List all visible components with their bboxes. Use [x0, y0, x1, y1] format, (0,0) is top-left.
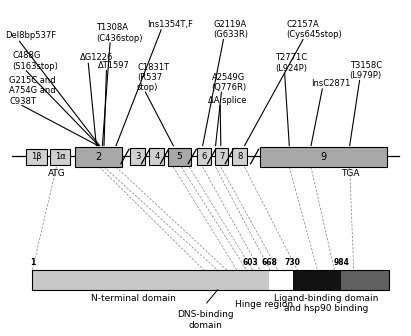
- Text: ΔA splice: ΔA splice: [208, 95, 246, 104]
- Text: C1831T
(R537
stop): C1831T (R537 stop): [137, 62, 169, 92]
- Bar: [196, 148, 211, 165]
- Text: 730: 730: [284, 258, 300, 267]
- Text: 7: 7: [219, 152, 224, 161]
- Text: TGA: TGA: [341, 169, 360, 178]
- Bar: [342, 270, 389, 290]
- Bar: [75, 146, 122, 167]
- Text: T2771C
(L924P): T2771C (L924P): [275, 53, 307, 73]
- Bar: [149, 148, 164, 165]
- Bar: [260, 146, 387, 167]
- Bar: [293, 270, 342, 290]
- Bar: [233, 148, 247, 165]
- Text: 603: 603: [243, 258, 259, 267]
- Text: T3158C
(L979P): T3158C (L979P): [350, 61, 382, 80]
- Text: G215C and
A754G and
C938T: G215C and A754G and C938T: [9, 76, 56, 106]
- Bar: [32, 270, 389, 290]
- Text: 3: 3: [135, 152, 141, 161]
- Text: 9: 9: [320, 152, 326, 162]
- Text: 2: 2: [95, 152, 102, 162]
- Text: G2119A
(G633R): G2119A (G633R): [214, 20, 249, 39]
- Text: Ins1354T,F: Ins1354T,F: [147, 20, 193, 29]
- Text: C488G
(S163stop): C488G (S163stop): [12, 51, 58, 71]
- Text: DNS-binding
domain: DNS-binding domain: [177, 310, 234, 330]
- Text: 1α: 1α: [55, 152, 65, 161]
- Text: ΔG1226: ΔG1226: [80, 53, 113, 62]
- Text: Ligand-binding domain
and hsp90 binding: Ligand-binding domain and hsp90 binding: [274, 294, 379, 313]
- Bar: [130, 148, 145, 165]
- Bar: [51, 149, 70, 165]
- Text: 1β: 1β: [31, 152, 42, 161]
- Bar: [26, 149, 47, 165]
- Bar: [251, 270, 269, 290]
- Text: A2549G
(Q776R): A2549G (Q776R): [212, 73, 247, 92]
- Text: 984: 984: [333, 258, 349, 267]
- Bar: [32, 270, 251, 290]
- Text: 6: 6: [201, 152, 207, 161]
- Text: 1: 1: [30, 258, 35, 267]
- Text: ATG: ATG: [48, 169, 65, 178]
- Bar: [169, 148, 191, 166]
- Text: 4: 4: [154, 152, 159, 161]
- Text: 8: 8: [237, 152, 242, 161]
- Text: Hinge region: Hinge region: [235, 300, 293, 309]
- Text: InsC2871: InsC2871: [311, 79, 351, 88]
- Text: N-terminal domain: N-terminal domain: [90, 294, 175, 303]
- Text: C2157A
(Cys645stop): C2157A (Cys645stop): [286, 20, 342, 39]
- Bar: [269, 270, 293, 290]
- Text: ΔT1597: ΔT1597: [98, 61, 130, 70]
- Text: 5: 5: [177, 152, 182, 161]
- Bar: [215, 148, 229, 165]
- Text: T1308A
(C436stop): T1308A (C436stop): [96, 23, 143, 43]
- Text: 668: 668: [261, 258, 277, 267]
- Text: Del8bp537F: Del8bp537F: [5, 31, 56, 40]
